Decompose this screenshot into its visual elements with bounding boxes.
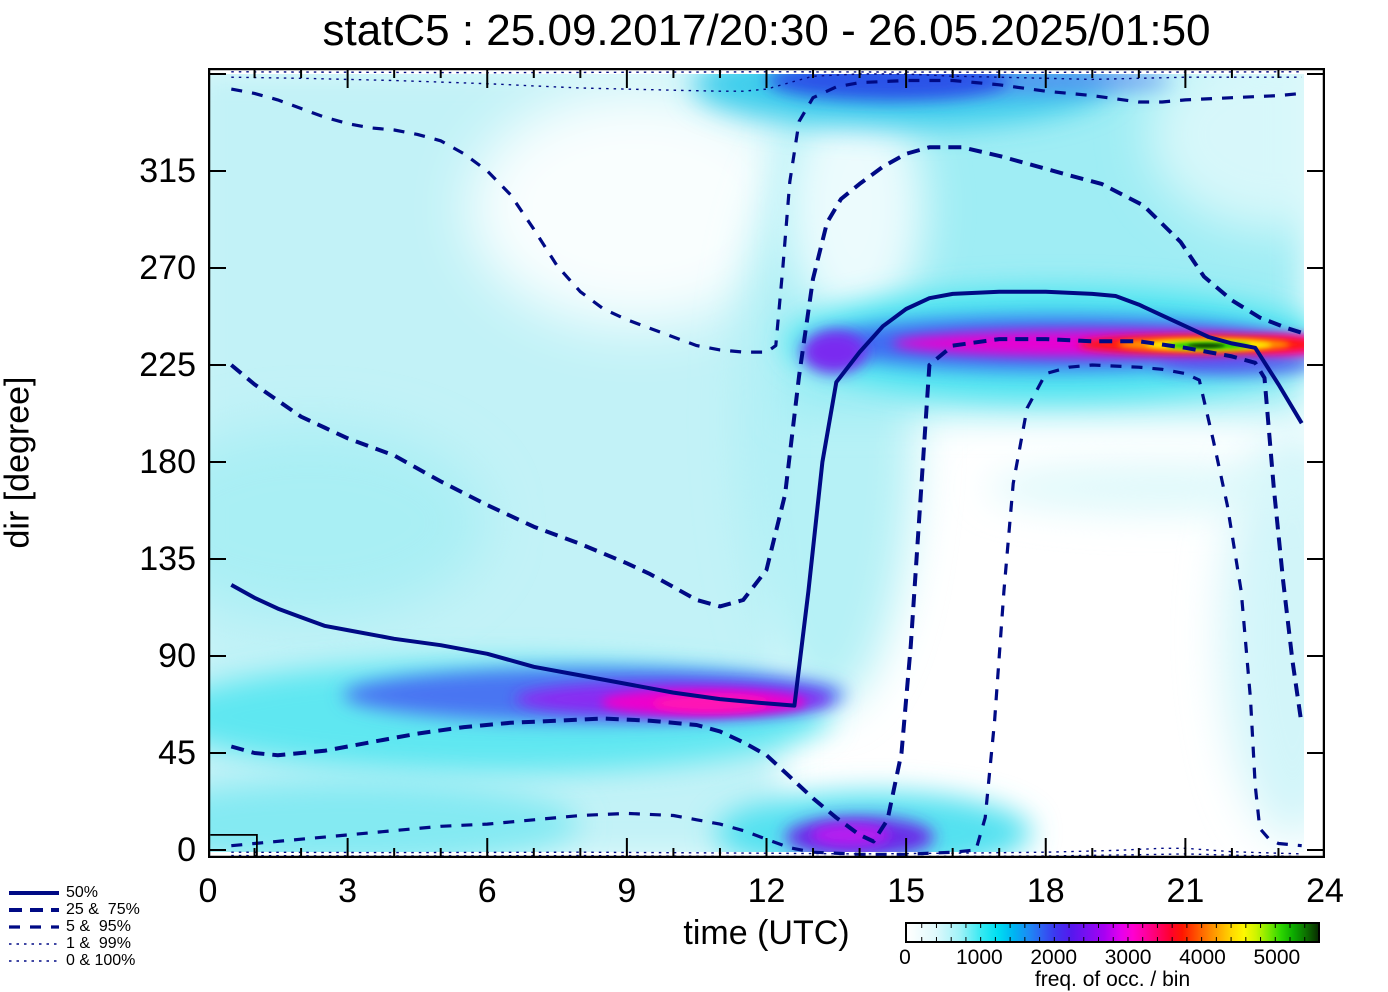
heatmap-field xyxy=(208,74,1304,852)
y-tick-label-135: 135 xyxy=(139,539,196,578)
chart-title: statC5 : 25.09.2017/20:30 - 26.05.2025/0… xyxy=(322,6,1211,55)
x-tick-label-18: 18 xyxy=(1026,872,1065,910)
density-right-low-strip xyxy=(985,462,1304,514)
colorbar-title: freq. of occ. / bin xyxy=(1034,968,1191,991)
x-tick-label-6: 6 xyxy=(477,872,497,910)
legend-label: 50% xyxy=(66,884,99,901)
x-axis-title: time (UTC) xyxy=(683,914,850,952)
legend-row-5-95-: 5 & 95% xyxy=(6,918,140,935)
density-right-edge-pale-low xyxy=(1222,429,1304,840)
colorbar-tick-label-5000: 5000 xyxy=(1253,946,1301,969)
contour-p1 xyxy=(231,847,1302,855)
y-tick-label-315: 315 xyxy=(139,151,196,190)
legend-line-sample xyxy=(9,907,59,912)
colorbar-ticks xyxy=(921,924,1306,941)
y-axis-title: dir [degree] xyxy=(0,376,37,549)
y-tick-label-0: 0 xyxy=(177,831,196,869)
legend-label: 5 & 95% xyxy=(66,918,131,935)
legend-line-sample xyxy=(9,959,59,962)
colorbar-tick-label-1000: 1000 xyxy=(956,946,1003,969)
y-tick-label-225: 225 xyxy=(139,345,196,384)
corner-box-contour xyxy=(210,834,258,858)
legend-row-25-75-: 25 & 75% xyxy=(6,901,140,918)
plot-area xyxy=(208,68,1325,858)
x-tick-label-3: 3 xyxy=(338,872,358,910)
legend-line-sample xyxy=(9,942,59,945)
density-evening-band-darkcore xyxy=(1187,343,1225,348)
density-top-right-pale xyxy=(1148,74,1304,232)
contour-p95 xyxy=(231,78,1302,354)
x-tick-label-21: 21 xyxy=(1166,872,1205,910)
density-evening-start-violet xyxy=(801,330,867,374)
plot-frame xyxy=(208,68,1325,858)
colorbar xyxy=(905,922,1320,943)
legend-line-sample xyxy=(9,924,59,929)
y-tick-label-90: 90 xyxy=(158,636,196,675)
density-mid-left-band xyxy=(208,425,488,620)
legend-label: 1 & 99% xyxy=(66,935,131,952)
y-tick-label-270: 270 xyxy=(139,248,196,287)
x-tick-label-24: 24 xyxy=(1306,872,1344,910)
legend-line-sample xyxy=(9,890,59,895)
contour-p99 xyxy=(231,73,1302,92)
colorbar-tick-label-3000: 3000 xyxy=(1104,946,1152,969)
contour-p25 xyxy=(230,337,1304,844)
legend-row-50-: 50% xyxy=(6,884,140,901)
density-white-pocket-mid xyxy=(785,89,925,327)
y-tick-label-45: 45 xyxy=(158,733,196,772)
contour-p5 xyxy=(231,363,1302,856)
legend: 50% 25 & 75% 5 & 95% 1 & 99% 0 & 100% xyxy=(6,884,140,969)
density-top-blob-core xyxy=(766,74,1009,101)
colorbar-tick-label-2000: 2000 xyxy=(1030,946,1078,969)
contour-p75 xyxy=(230,145,1303,609)
y-tick-label-180: 180 xyxy=(139,442,196,481)
x-tick-label-12: 12 xyxy=(747,872,786,910)
colorbar-tick-label-0: 0 xyxy=(899,946,911,969)
x-tick-label-9: 9 xyxy=(617,872,637,910)
x-tick-label-0: 0 xyxy=(198,872,218,910)
legend-label: 25 & 75% xyxy=(66,901,140,918)
legend-label: 0 & 100% xyxy=(66,952,136,969)
density-white-pocket-left-top xyxy=(468,89,804,327)
density-low-left-cyan xyxy=(208,781,581,852)
colorbar-tick-label-4000: 4000 xyxy=(1179,946,1226,969)
legend-row-1-99-: 1 & 99% xyxy=(6,935,140,952)
legend-row-0-100-: 0 & 100% xyxy=(6,952,140,969)
contour-p50 xyxy=(230,289,1304,708)
x-tick-label-15: 15 xyxy=(887,872,926,910)
